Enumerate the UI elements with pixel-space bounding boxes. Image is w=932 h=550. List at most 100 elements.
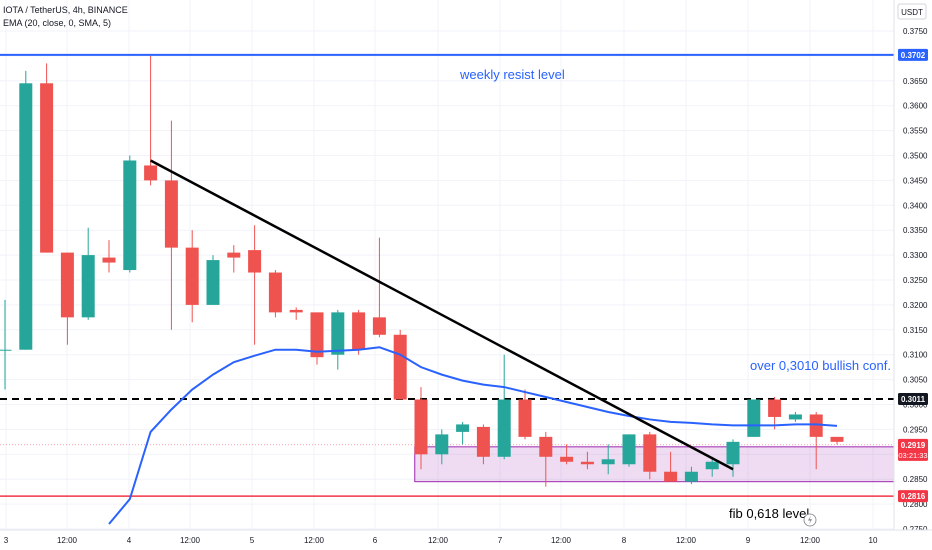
candle-body bbox=[518, 399, 532, 437]
candle-body bbox=[580, 461, 594, 465]
y-tick-label: 0.2850 bbox=[903, 475, 928, 484]
annotations: weekly resist level over 0,3010 bullish … bbox=[459, 67, 891, 521]
candle bbox=[289, 307, 303, 320]
candle bbox=[705, 456, 719, 477]
candles bbox=[0, 55, 844, 487]
y-tick-label: 0.3750 bbox=[903, 27, 928, 36]
candle bbox=[684, 466, 698, 485]
candle bbox=[788, 411, 802, 422]
y-tick-label: 0.3150 bbox=[903, 326, 928, 335]
current-price-badge-value: 0.2919 bbox=[901, 441, 926, 450]
candle bbox=[580, 451, 594, 470]
candle bbox=[206, 255, 220, 305]
x-tick-label: 12:00 bbox=[57, 536, 78, 545]
candle-body bbox=[0, 349, 12, 351]
candle-body bbox=[40, 83, 54, 253]
fib-badge: 0.2816 bbox=[898, 490, 928, 503]
x-tick-label: 9 bbox=[746, 536, 751, 545]
y-tick-label: 0.3300 bbox=[903, 251, 928, 260]
candle-body bbox=[372, 317, 386, 335]
candle bbox=[81, 227, 95, 320]
x-tick-label: 3 bbox=[4, 536, 9, 545]
candle-body bbox=[560, 456, 574, 462]
trendline bbox=[150, 159, 734, 471]
candle bbox=[476, 424, 490, 465]
candle bbox=[268, 270, 282, 318]
candle-body bbox=[268, 272, 282, 313]
bullish-annotation: over 0,3010 bullish conf. bbox=[750, 358, 891, 373]
legend: IOTA / TetherUS, 4h, BINANCE EMA (20, cl… bbox=[3, 5, 128, 28]
y-tick-label: 0.3100 bbox=[903, 351, 928, 360]
fib-annotation: fib 0,618 level bbox=[729, 506, 809, 521]
candle-body bbox=[248, 250, 262, 273]
candle-body bbox=[664, 471, 678, 482]
candle-body bbox=[643, 434, 657, 472]
candle-body bbox=[310, 312, 324, 358]
x-tick-label: 12:00 bbox=[551, 536, 572, 545]
candle-body bbox=[539, 436, 553, 457]
candle bbox=[643, 431, 657, 480]
candle-body bbox=[81, 255, 95, 318]
candle bbox=[664, 451, 678, 482]
candle bbox=[830, 436, 844, 445]
demand-zone bbox=[414, 446, 911, 483]
bullish-badge: 0.3011 bbox=[898, 393, 928, 406]
x-tick-label: 10 bbox=[869, 536, 878, 545]
candle-body bbox=[19, 83, 33, 350]
candle bbox=[560, 444, 574, 465]
candle-body bbox=[809, 414, 823, 437]
ema-line bbox=[108, 346, 838, 525]
candle-body bbox=[456, 424, 470, 432]
candle bbox=[435, 429, 449, 465]
candle bbox=[19, 70, 33, 350]
candle-body bbox=[788, 414, 802, 420]
candle-body bbox=[144, 165, 158, 181]
candle bbox=[809, 411, 823, 470]
candle-body bbox=[331, 312, 345, 355]
y-tick-label: 0.3400 bbox=[903, 201, 928, 210]
candle bbox=[185, 230, 199, 323]
candle bbox=[393, 329, 407, 400]
flash-icon[interactable] bbox=[803, 513, 817, 527]
candle bbox=[164, 120, 178, 330]
y-tick-label: 0.3450 bbox=[903, 176, 928, 185]
candle bbox=[518, 389, 532, 440]
currency-badge[interactable] bbox=[897, 3, 927, 20]
x-tick-label: 7 bbox=[498, 536, 503, 545]
y-tick-label: 0.2800 bbox=[903, 500, 928, 509]
y-tick-label: 0.2950 bbox=[903, 425, 928, 434]
x-tick-label: 12:00 bbox=[180, 536, 201, 545]
candle bbox=[601, 444, 615, 475]
candle-body bbox=[393, 334, 407, 400]
candle bbox=[372, 237, 386, 338]
candle bbox=[622, 434, 636, 467]
candle-body bbox=[684, 471, 698, 482]
time-axis[interactable]: 3 12:00 4 12:00 5 12:00 6 12:00 7 12:00 8 12:00 9 12:… bbox=[0, 529, 932, 550]
candle-body bbox=[164, 180, 178, 248]
indicator-line: EMA (20, close, 0, SMA, 5) bbox=[3, 18, 111, 28]
candle bbox=[227, 245, 241, 273]
candle bbox=[310, 312, 324, 365]
candle-body bbox=[726, 441, 740, 465]
currency-label: USDT bbox=[901, 8, 923, 17]
candle bbox=[539, 431, 553, 487]
candle bbox=[456, 421, 470, 445]
candle-body bbox=[123, 160, 137, 271]
candle-body bbox=[830, 436, 844, 442]
bullish-badge-value: 0.3011 bbox=[901, 395, 926, 404]
candle bbox=[768, 397, 782, 430]
candle-body bbox=[497, 399, 511, 457]
candle bbox=[352, 309, 366, 355]
candle-body bbox=[747, 399, 761, 437]
current-price-badge-countdown: 03:21:33 bbox=[898, 451, 927, 460]
candle-body bbox=[227, 252, 241, 258]
candle-body bbox=[352, 312, 366, 350]
x-tick-label: 12:00 bbox=[800, 536, 821, 545]
candle-body bbox=[289, 309, 303, 313]
x-tick-label: 12:00 bbox=[428, 536, 449, 545]
x-tick-label: 8 bbox=[622, 536, 627, 545]
y-tick-label: 0.3200 bbox=[903, 301, 928, 310]
y-tick-label: 0.3250 bbox=[903, 276, 928, 285]
